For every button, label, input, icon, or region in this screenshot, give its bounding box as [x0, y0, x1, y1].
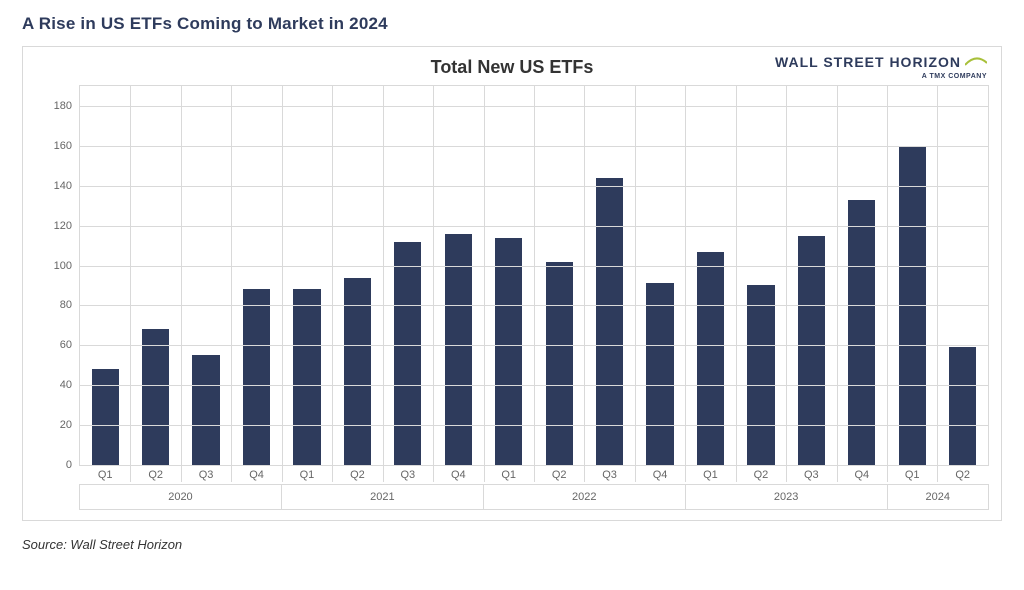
bar — [546, 262, 573, 465]
bar — [445, 234, 472, 465]
bar — [293, 289, 320, 465]
quarter-label: Q4 — [433, 469, 483, 481]
y-tick-label: 60 — [36, 339, 72, 351]
quarter-label: Q3 — [786, 469, 836, 481]
bar-slot: Q2 — [736, 86, 786, 465]
bar-slot: Q3 — [786, 86, 836, 465]
y-tick-label: 20 — [36, 419, 72, 431]
bar-slot: Q1 — [282, 86, 332, 465]
y-tick-label: 120 — [36, 220, 72, 232]
bar-slot: Q2 — [937, 86, 987, 465]
y-tick-label: 0 — [36, 459, 72, 471]
plot-area: Q1Q2Q3Q4Q1Q2Q3Q4Q1Q2Q3Q4Q1Q2Q3Q4Q1Q2 020… — [79, 85, 989, 466]
year-axis: 20202021202220232024 — [79, 484, 989, 510]
y-tick-label: 160 — [36, 140, 72, 152]
gridline — [80, 425, 988, 426]
quarter-label: Q1 — [484, 469, 534, 481]
bar-slot: Q4 — [231, 86, 281, 465]
quarter-label: Q1 — [685, 469, 735, 481]
brand-text: WALL STREET HORIZON — [775, 55, 961, 69]
year-label: 2020 — [79, 484, 282, 510]
quarter-label: Q4 — [837, 469, 887, 481]
bar — [243, 289, 270, 465]
bar — [92, 369, 119, 465]
quarter-label: Q1 — [282, 469, 332, 481]
quarter-label: Q4 — [231, 469, 281, 481]
y-tick-label: 140 — [36, 180, 72, 192]
bar-slot: Q2 — [534, 86, 584, 465]
quarter-label: Q3 — [181, 469, 231, 481]
quarter-label: Q3 — [383, 469, 433, 481]
gridline — [80, 226, 988, 227]
bar-slot: Q3 — [181, 86, 231, 465]
source-text: Source: Wall Street Horizon — [22, 537, 1002, 552]
year-label: 2024 — [888, 484, 989, 510]
bar — [142, 329, 169, 465]
bars-row: Q1Q2Q3Q4Q1Q2Q3Q4Q1Q2Q3Q4Q1Q2Q3Q4Q1Q2 — [80, 86, 988, 465]
quarter-label: Q2 — [534, 469, 584, 481]
gridline — [80, 465, 988, 466]
quarter-label: Q1 — [80, 469, 130, 481]
gridline — [80, 146, 988, 147]
year-label: 2021 — [282, 484, 484, 510]
bar — [949, 347, 976, 465]
quarter-label: Q1 — [887, 469, 937, 481]
year-label: 2022 — [484, 484, 686, 510]
brand-subtext: A TMX COMPANY — [775, 73, 987, 80]
bar-slot: Q2 — [332, 86, 382, 465]
gridline — [80, 186, 988, 187]
swoosh-icon — [965, 57, 987, 67]
bar — [697, 252, 724, 465]
bar — [798, 236, 825, 465]
bar — [747, 285, 774, 465]
bar-slot: Q1 — [685, 86, 735, 465]
bar-slot: Q1 — [80, 86, 130, 465]
gridline — [80, 106, 988, 107]
bar-slot: Q4 — [433, 86, 483, 465]
gridline — [80, 305, 988, 306]
bar — [192, 355, 219, 465]
quarter-label: Q2 — [332, 469, 382, 481]
gridline — [80, 345, 988, 346]
bar-slot: Q4 — [837, 86, 887, 465]
page: A Rise in US ETFs Coming to Market in 20… — [0, 0, 1024, 590]
y-tick-label: 40 — [36, 379, 72, 391]
bar-slot: Q4 — [635, 86, 685, 465]
y-tick-label: 100 — [36, 260, 72, 272]
gridline — [80, 266, 988, 267]
bar-slot: Q1 — [887, 86, 937, 465]
y-tick-label: 180 — [36, 100, 72, 112]
quarter-label: Q2 — [130, 469, 180, 481]
bar-slot: Q1 — [484, 86, 534, 465]
chart-container: Total New US ETFs WALL STREET HORIZON A … — [22, 46, 1002, 521]
quarter-label: Q2 — [736, 469, 786, 481]
bar — [495, 238, 522, 465]
bar-slot: Q3 — [584, 86, 634, 465]
bar — [394, 242, 421, 465]
year-label: 2023 — [686, 484, 888, 510]
brand-logo: WALL STREET HORIZON — [775, 55, 987, 69]
bar — [646, 283, 673, 465]
brand-block: WALL STREET HORIZON A TMX COMPANY — [775, 55, 987, 80]
bar-slot: Q3 — [383, 86, 433, 465]
gridline — [80, 385, 988, 386]
bar-slot: Q2 — [130, 86, 180, 465]
bar — [596, 178, 623, 465]
quarter-label: Q2 — [937, 469, 987, 481]
quarter-label: Q3 — [584, 469, 634, 481]
y-tick-label: 80 — [36, 299, 72, 311]
page-title: A Rise in US ETFs Coming to Market in 20… — [22, 14, 1002, 34]
quarter-label: Q4 — [635, 469, 685, 481]
